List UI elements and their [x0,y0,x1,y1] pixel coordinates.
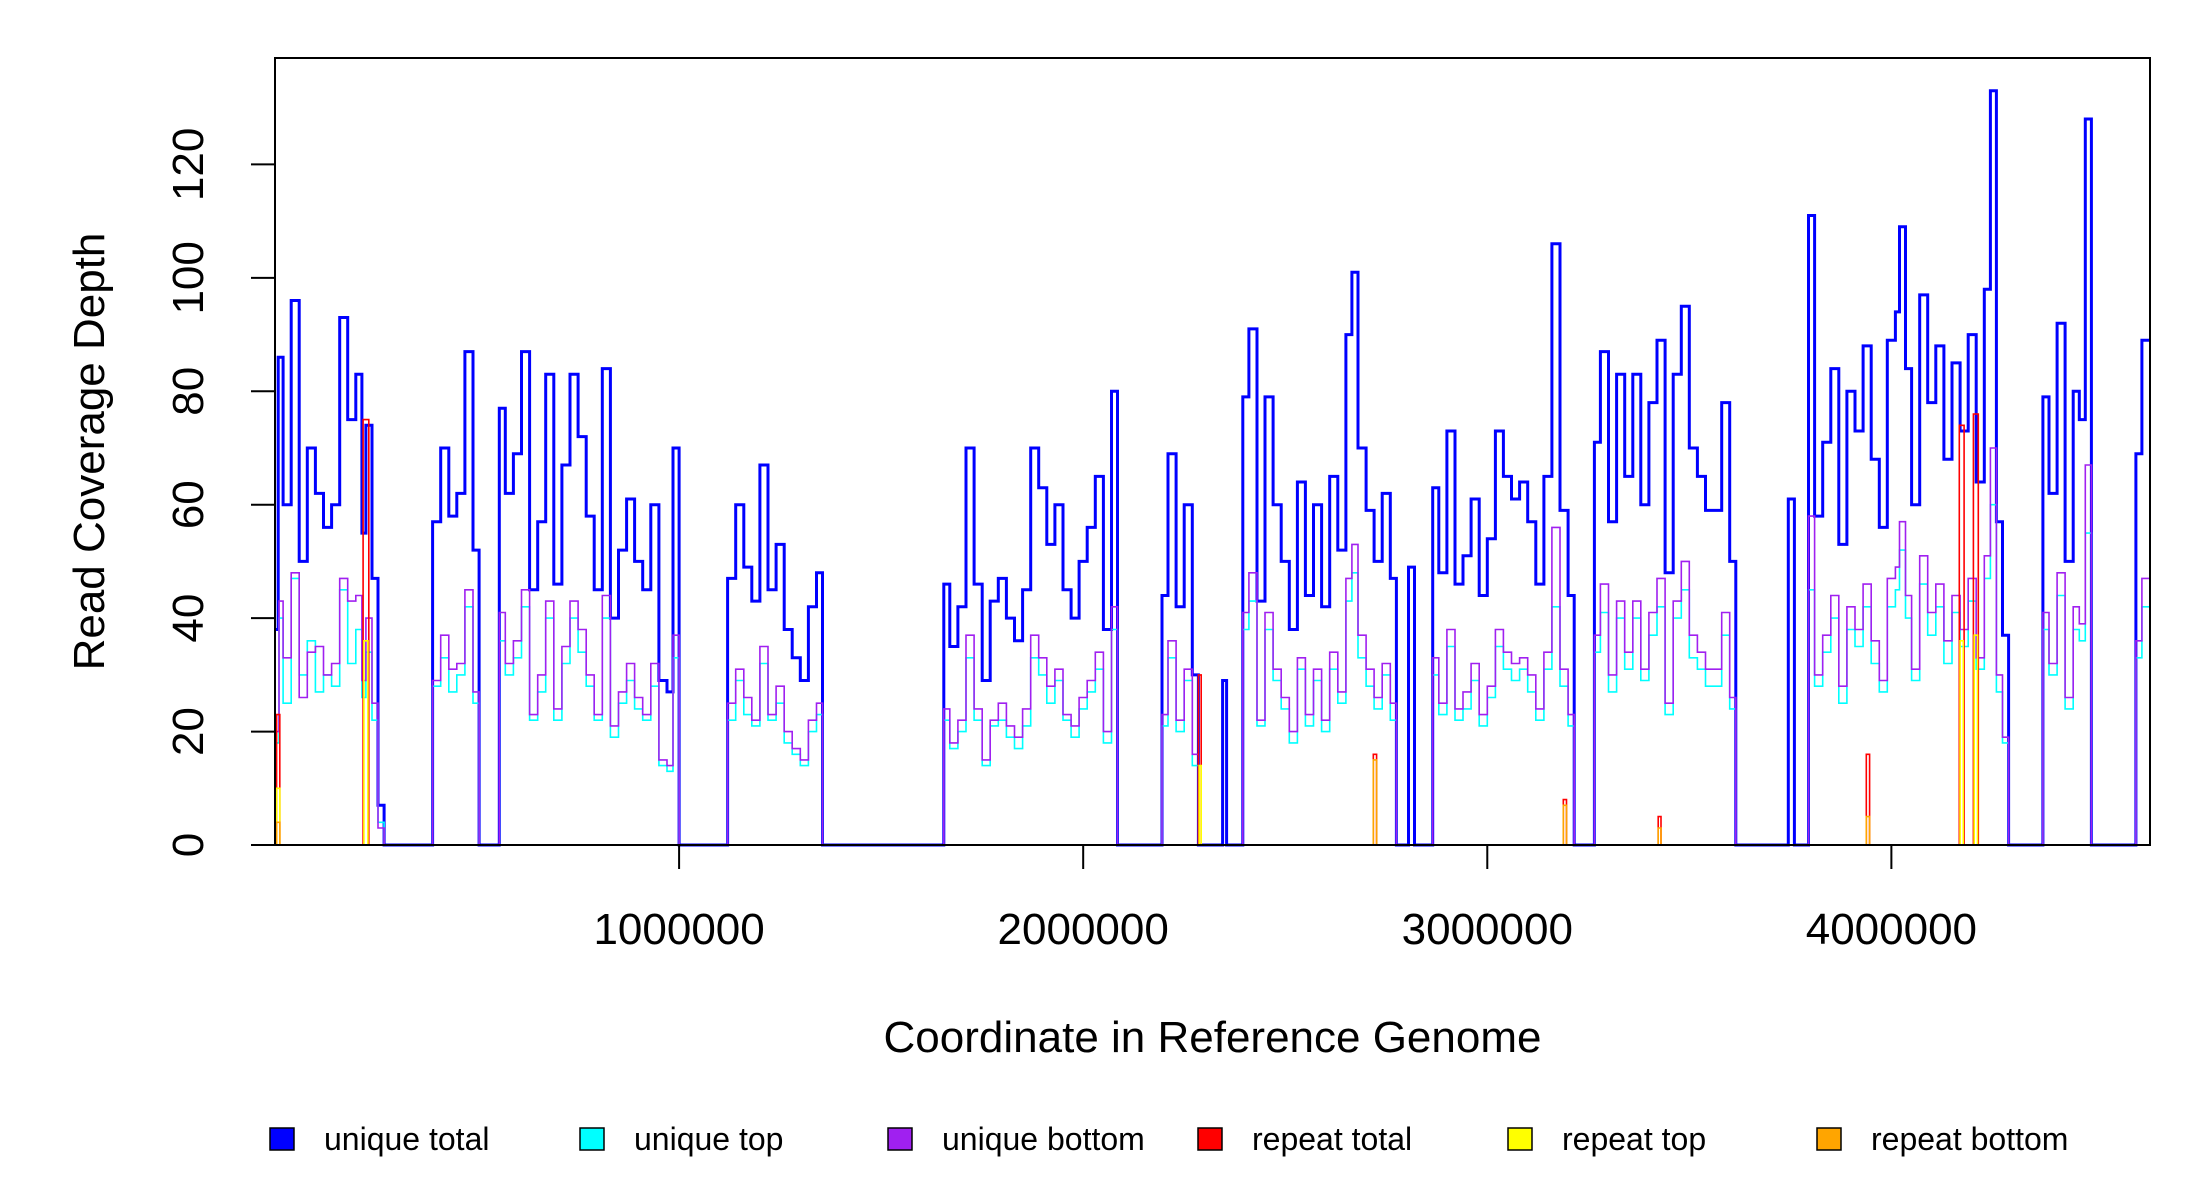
x-tick-label: 3000000 [1402,905,1573,954]
y-axis-title: Read Coverage Depth [65,233,114,671]
plot-frame [274,57,2151,846]
y-tick-label: 60 [164,480,213,529]
series-line-repeat-bottom [275,759,2150,846]
legend-item: repeat bottom [1816,1121,2068,1157]
legend-swatch [1507,1127,1533,1151]
legend-swatch [887,1127,913,1151]
legend-swatch [579,1127,605,1151]
axis-layer: 0 20 40 60 80 100 120 1000000 2000000 3000000 4000… [65,57,2151,1062]
legend-label: unique bottom [942,1121,1145,1157]
legend-label: unique total [324,1121,489,1157]
y-tick-label: 80 [164,367,213,416]
x-tick-label: 2000000 [998,905,1169,954]
series-layer [275,89,2150,847]
y-tick-label: 40 [164,594,213,643]
legend-item: unique total [269,1121,489,1157]
legend-item: repeat total [1197,1121,1412,1157]
y-tick-label: 20 [164,707,213,756]
x-axis-title: Coordinate in Reference Genome [884,1013,1542,1062]
x-tick-label: 1000000 [593,905,764,954]
legend-item: unique top [579,1121,783,1157]
series-line-unique-bottom [275,447,2150,846]
series-line-unique-top [275,503,2150,846]
x-tick-label: 4000000 [1806,905,1977,954]
y-tick-label: 100 [164,241,213,314]
legend-label: repeat total [1252,1121,1412,1157]
series-line-repeat-total [275,413,2150,846]
legend-item: repeat top [1507,1121,1706,1157]
legend-swatch [269,1127,295,1151]
legend-swatch [1197,1127,1223,1151]
legend-item: unique bottom [887,1121,1145,1157]
series-line-unique-total [275,89,2150,847]
legend-layer: unique total unique top unique bottom repea… [269,1121,2068,1157]
legend-label: repeat top [1562,1121,1706,1157]
legend-label: repeat bottom [1871,1121,2068,1157]
series-line-repeat-top [275,634,2150,846]
legend-label: unique top [634,1121,783,1157]
y-tick-label: 120 [164,128,213,201]
y-tick-label: 0 [164,833,213,857]
legend-swatch [1816,1127,1842,1151]
